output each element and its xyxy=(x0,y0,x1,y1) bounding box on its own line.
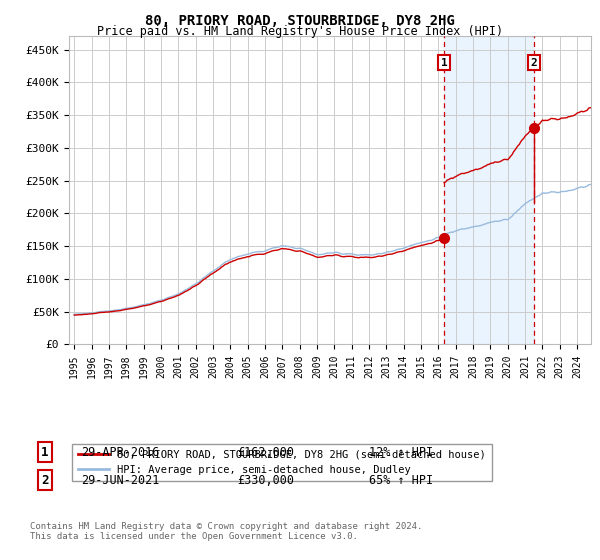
Text: 1: 1 xyxy=(41,446,49,459)
Text: Contains HM Land Registry data © Crown copyright and database right 2024.
This d: Contains HM Land Registry data © Crown c… xyxy=(30,522,422,542)
Text: 2: 2 xyxy=(530,58,537,68)
Text: £330,000: £330,000 xyxy=(237,474,294,487)
Legend: 80, PRIORY ROAD, STOURBRIDGE, DY8 2HG (semi-detached house), HPI: Average price,: 80, PRIORY ROAD, STOURBRIDGE, DY8 2HG (s… xyxy=(71,444,493,481)
Text: 65% ↑ HPI: 65% ↑ HPI xyxy=(369,474,433,487)
Text: 1: 1 xyxy=(441,58,448,68)
Bar xyxy=(444,36,534,344)
Text: £162,000: £162,000 xyxy=(237,446,294,459)
Text: 2: 2 xyxy=(41,474,49,487)
Text: Price paid vs. HM Land Registry's House Price Index (HPI): Price paid vs. HM Land Registry's House … xyxy=(97,25,503,38)
Text: 29-JUN-2021: 29-JUN-2021 xyxy=(81,474,160,487)
Text: 80, PRIORY ROAD, STOURBRIDGE, DY8 2HG: 80, PRIORY ROAD, STOURBRIDGE, DY8 2HG xyxy=(145,14,455,28)
Text: 29-APR-2016: 29-APR-2016 xyxy=(81,446,160,459)
Text: 12% ↑ HPI: 12% ↑ HPI xyxy=(369,446,433,459)
